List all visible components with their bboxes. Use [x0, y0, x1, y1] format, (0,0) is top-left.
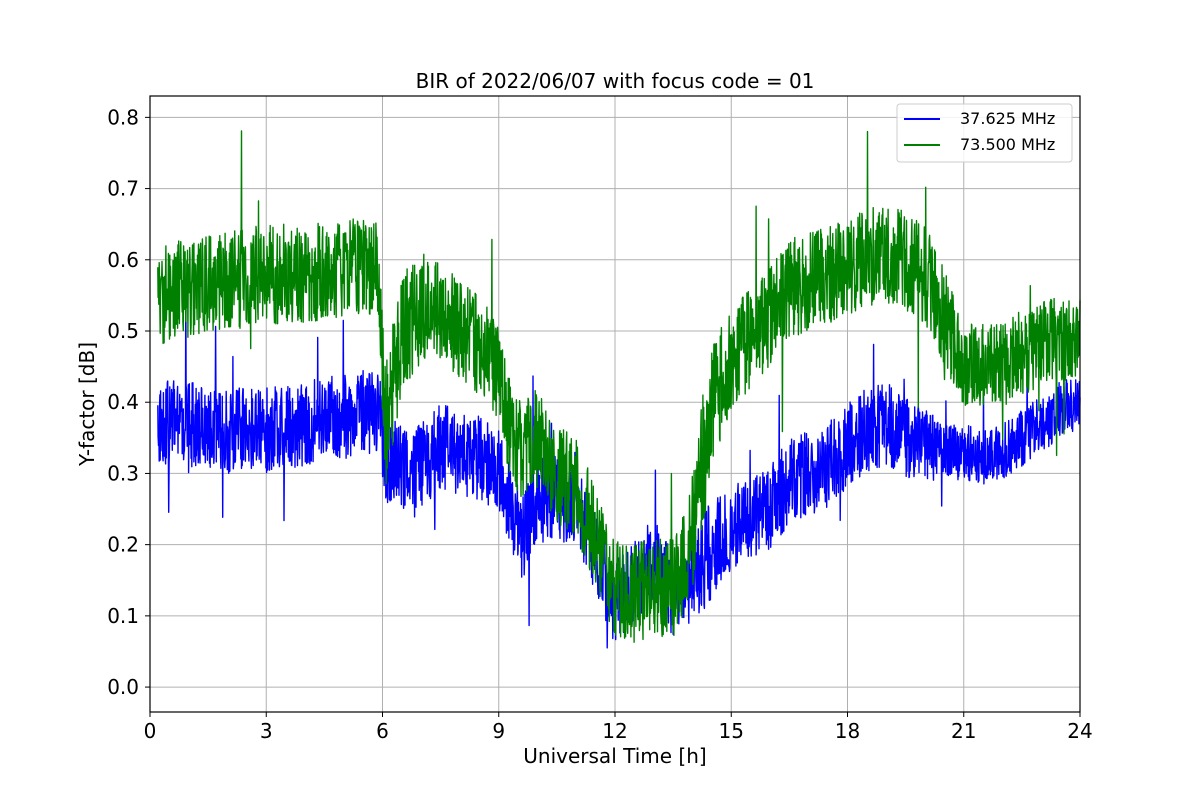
y-tick-label-2: 0.2: [107, 533, 139, 557]
x-tick-label-6: 18: [835, 719, 860, 743]
series-layer: [157, 130, 1081, 649]
y-tick-label-1: 0.1: [107, 604, 139, 628]
legend: 37.625 MHz 73.500 MHz: [896, 103, 1073, 163]
y-tick-label-4: 0.4: [107, 390, 139, 414]
x-tick-label-2: 6: [376, 719, 389, 743]
series-2: [157, 130, 1081, 643]
y-tick-label-7: 0.7: [107, 177, 139, 201]
legend-box: [896, 103, 1073, 163]
y-tick-label-5: 0.5: [107, 319, 139, 343]
tick-layer: 0 3 6 9 12 15 18 21 24 0.0 0.1 0.2 0.3 0.4 0.5 0.6 0.7 0.…: [107, 105, 1093, 743]
x-tick-label-4: 12: [602, 719, 627, 743]
x-tick-label-5: 15: [719, 719, 744, 743]
x-tick-label-1: 3: [260, 719, 273, 743]
y-tick-label-0: 0.0: [107, 675, 139, 699]
y-tick-label-6: 0.6: [107, 248, 139, 272]
series-line-2: [157, 130, 1081, 643]
y-tick-label-3: 0.3: [107, 461, 139, 485]
x-tick-label-7: 21: [951, 719, 976, 743]
chart-title: BIR of 2022/06/07 with focus code = 01: [416, 69, 815, 93]
legend-label-series-2: 73.500 MHz: [960, 135, 1055, 154]
x-tick-label-8: 24: [1067, 719, 1092, 743]
x-tick-label-0: 0: [144, 719, 157, 743]
x-tick-label-3: 9: [492, 719, 505, 743]
y-tick-label-8: 0.8: [107, 105, 139, 129]
legend-label-series-1: 37.625 MHz: [960, 109, 1055, 128]
y-axis-label: Y-factor [dB]: [75, 342, 99, 467]
x-axis-label: Universal Time [h]: [523, 744, 706, 768]
